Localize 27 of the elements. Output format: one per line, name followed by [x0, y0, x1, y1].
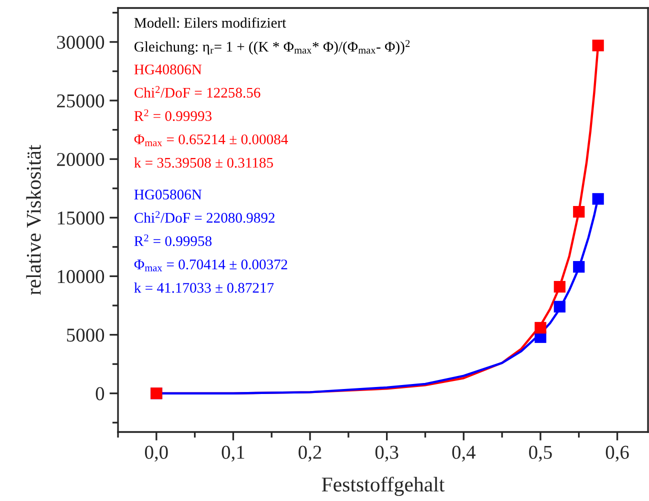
text: HG05806N Chi$^{2}$/DoF = 22080.9892 R$^{2}$ = 0.99958 Φ$_{max}$ = 0.70414 ± 0.00372 k = 41.17033 ± 0.87217 [134, 190, 288, 293]
annotation: Modell: Eilers modifiziert [134, 17, 286, 28]
point [573, 206, 585, 218]
y-tick-label: 10000 [58, 270, 104, 284]
x-tick-label: 0,6 [606, 446, 629, 462]
x-axis-title: Feststoffgehalt [322, 476, 445, 496]
x-tick-label: 0,0 [144, 446, 168, 462]
y-axis-title: relative Viskosität [26, 144, 41, 295]
y-tick-label: 30000 [57, 36, 104, 49]
x-tick-label: 0,1 [222, 446, 244, 462]
y-tick-label: 20000 [57, 152, 104, 166]
y-tick-label: 5000 [67, 328, 104, 342]
text: HG40806N Chi$^{2}$/DoF = 12258.56 R$^{2}$ = 0.99993 Φ$_{max}$ = 0.65214 ± 0.00084 k = 35.39508 ± 0.31185 [134, 64, 288, 168]
x-tick-label: 0,4 [452, 446, 476, 462]
x-tick-label: 0,5 [529, 446, 552, 462]
x-tick-label: 0,3 [375, 446, 398, 462]
x-tick-label: 0,2 [298, 446, 322, 462]
point [592, 193, 604, 205]
point [554, 300, 566, 312]
y-tick-label: 15000 [58, 211, 104, 225]
point [592, 40, 604, 52]
y-tick-label: 25000 [57, 94, 104, 108]
point [554, 280, 566, 293]
y-tick-label: 0 [96, 387, 104, 400]
point [573, 261, 585, 273]
point [534, 322, 546, 334]
annotation: Gleichung: η$_{r}$= 1 + ((K * Φ$_{max}$* Φ)/(Φ$_{max}$- Φ))$^{2}$ [134, 40, 410, 55]
